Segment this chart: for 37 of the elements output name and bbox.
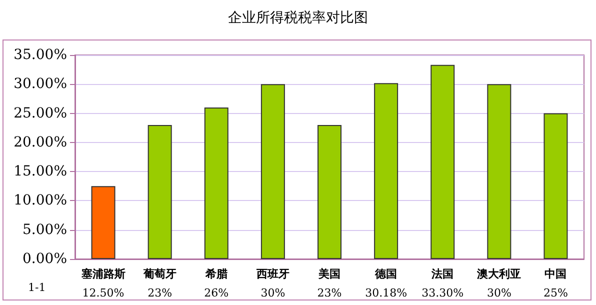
x-tick-label: 葡萄牙 xyxy=(142,268,176,280)
y-tick-label: 30.00% xyxy=(14,76,67,92)
x-tick-label: 中国 xyxy=(544,268,567,280)
chart-title: 企业所得税税率对比图 xyxy=(228,10,368,26)
x-tick-label: 塞浦路斯 xyxy=(80,268,126,280)
data-label: 30% xyxy=(486,286,512,300)
data-label: 23% xyxy=(317,286,342,300)
data-label: 30% xyxy=(260,286,286,300)
x-tick-label: 美国 xyxy=(318,268,340,280)
y-tick-label: 5.00% xyxy=(22,222,67,238)
bar xyxy=(430,64,455,259)
y-tick-label: 15.00% xyxy=(14,164,67,180)
x-tick-label: 希腊 xyxy=(204,268,228,280)
y-tick-label: 25.00% xyxy=(14,105,67,122)
bar xyxy=(487,84,512,259)
y-tick-label: 35.00% xyxy=(14,47,67,63)
data-label: 25% xyxy=(543,286,568,300)
y-tick-label: 10.00% xyxy=(14,192,67,209)
y-tick-label: 0.00% xyxy=(22,251,67,267)
text: 1-1 xyxy=(28,281,46,294)
x-tick-label: 西班牙 xyxy=(255,268,290,280)
data-label: 26% xyxy=(204,286,229,300)
x-tick-label: 澳大利亚 xyxy=(476,268,522,280)
data-label: 30.18% xyxy=(365,286,408,300)
bar xyxy=(374,83,398,259)
bar xyxy=(260,84,285,259)
data-label: 12.50% xyxy=(82,286,124,300)
data-label: 33.30% xyxy=(422,286,464,300)
bar xyxy=(544,113,568,259)
bar xyxy=(318,124,342,259)
bar xyxy=(148,124,172,259)
x-tick-label: 德国 xyxy=(374,268,398,280)
bar xyxy=(91,186,116,259)
data-label: 23% xyxy=(148,286,172,300)
y-tick-label: 20.00% xyxy=(14,134,67,150)
x-tick-label: 法国 xyxy=(430,268,454,280)
bar xyxy=(204,107,228,259)
